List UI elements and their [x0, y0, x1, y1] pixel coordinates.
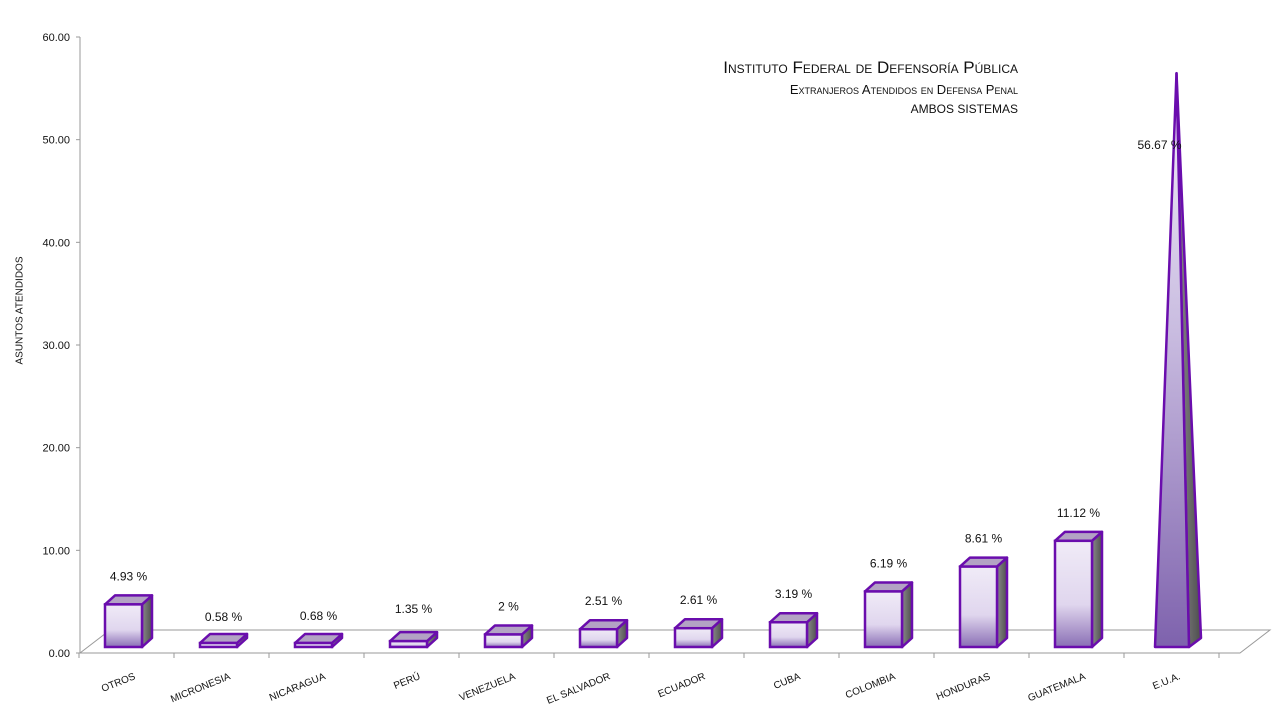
chart-title: Instituto Federal de Defensoría Pública [723, 58, 1018, 77]
data-label: 8.61 % [965, 532, 1003, 546]
bar-front [198, 641, 239, 649]
x-tick-label: NICARAGUA [268, 671, 328, 704]
y-tick-label: 20.00 [42, 443, 70, 455]
data-label: 2.61 % [680, 593, 718, 607]
bar-front [388, 639, 429, 649]
chart-subtitle: Extranjeros Atendidos en Defensa Penal [789, 82, 1018, 97]
bar-front [863, 590, 904, 649]
data-label: 4.93 % [110, 569, 148, 583]
x-tick-label: CUBA [772, 671, 802, 692]
x-tick-label: GUATEMALA [1027, 671, 1088, 704]
data-label: 0.68 % [300, 609, 338, 623]
bar-top [863, 581, 914, 593]
y-tick-label: 50.00 [42, 135, 70, 147]
bar-top [578, 618, 629, 631]
bar-top [958, 556, 1009, 568]
data-label: 1.35 % [395, 602, 433, 616]
chart-title-block: Instituto Federal de Defensoría Pública … [723, 56, 1018, 118]
data-label: 2 % [498, 599, 519, 613]
bar-top [103, 594, 154, 606]
data-label: 11.12 % [1057, 506, 1100, 520]
x-tick-label: ECUADOR [657, 671, 707, 700]
bar-front [103, 603, 144, 649]
bar-front [483, 633, 524, 649]
chart-floor [78, 629, 1272, 654]
bar-top [293, 632, 344, 645]
x-tick-label: EL SALVADOR [545, 671, 612, 707]
bar-top [388, 630, 439, 643]
bar-front [578, 627, 619, 649]
x-tick-label: HONDURAS [935, 671, 992, 703]
y-tick-label: 40.00 [42, 237, 70, 249]
data-label: 3.19 % [775, 587, 813, 601]
y-tick-label: 30.00 [42, 340, 70, 352]
bar-side [1090, 530, 1104, 649]
data-labels: 4.93 % 0.58 % 0.68 % 1.35 % 2 % 2.51 % 2.61 % 3… [110, 138, 1182, 624]
y-tick-label: 60.00 [42, 32, 70, 44]
x-tick-label: E.U.A. [1151, 671, 1182, 692]
x-tick-label: OTROS [100, 671, 137, 695]
x-tick-label: MICRONESIA [169, 671, 232, 705]
bar-side [900, 581, 914, 649]
chart-subtitle-2: AMBOS SISTEMAS [910, 102, 1018, 116]
data-label: 56.67 % [1137, 138, 1181, 152]
data-label: 0.58 % [205, 610, 243, 624]
bar-top [1053, 530, 1104, 543]
bar-front [1153, 71, 1191, 649]
y-axis-label: ASUNTOS ATENDIDOS [14, 256, 26, 365]
y-tick-label: 0.00 [49, 648, 70, 660]
bar-front [293, 641, 334, 649]
x-tick-label: PERÚ [391, 669, 422, 691]
data-label: 2.51 % [585, 594, 623, 608]
bar-front [673, 626, 714, 649]
bar-top [768, 611, 819, 624]
bar-top [673, 617, 724, 630]
x-tick-label: VENEZUELA [458, 671, 518, 704]
bar-front [768, 620, 809, 649]
bar-front [1053, 539, 1094, 649]
bar-side [995, 556, 1009, 649]
bars [103, 71, 1203, 649]
data-label: 6.19 % [870, 556, 908, 570]
y-tick-label: 10.00 [42, 545, 70, 557]
bar-front [958, 565, 999, 649]
bar-top [198, 632, 249, 645]
x-tick-label: COLOMBIA [844, 671, 897, 701]
bar-top [483, 624, 534, 636]
